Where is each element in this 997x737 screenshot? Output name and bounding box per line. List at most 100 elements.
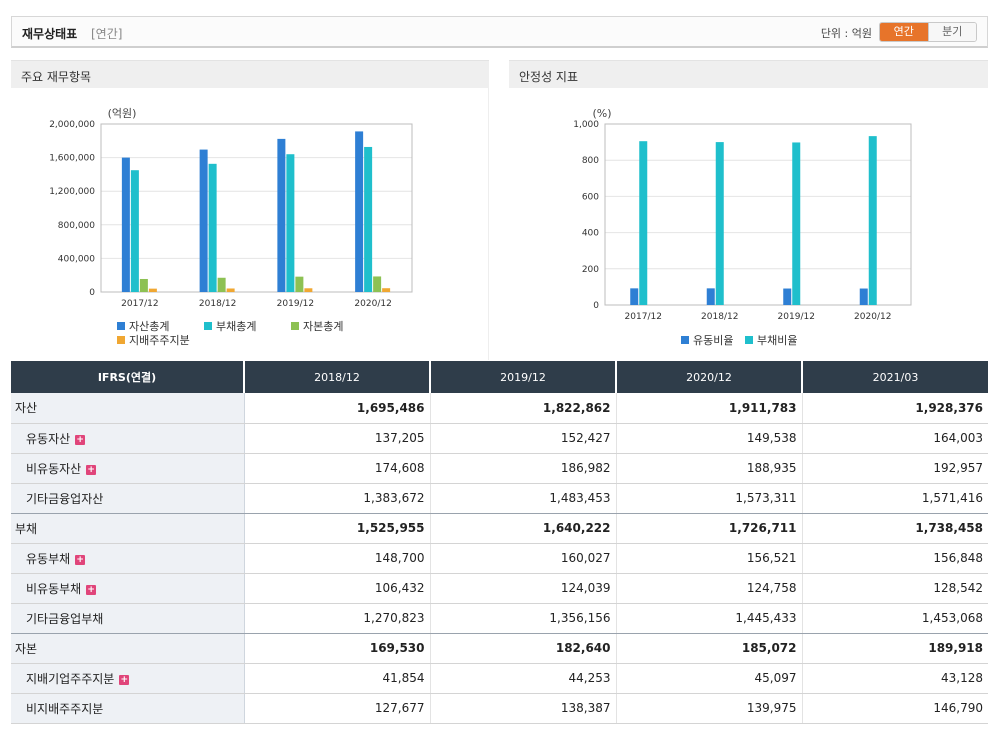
legend-swatch: [291, 322, 299, 330]
legend-label: 자본총계: [303, 320, 344, 333]
plus-square-icon[interactable]: +: [86, 464, 97, 475]
x-tick-label: 2017/12: [121, 299, 158, 309]
column-header: 2021/03: [802, 361, 988, 393]
row-label-cell: 비지배주주지분: [11, 693, 245, 724]
row-label: 비유동자산: [26, 461, 82, 476]
bar: [277, 138, 286, 292]
table-row: 유동자산 +137,205 152,427 149,538 164,003: [11, 423, 988, 454]
table-cell: 1,640,222: [430, 513, 617, 544]
column-header: 2020/12: [616, 361, 803, 393]
bar: [148, 288, 157, 292]
legend-swatch: [204, 322, 212, 330]
legend-label: 부채비율: [757, 334, 798, 347]
legend-item: 유동비율: [681, 332, 733, 348]
legend-label: 유동비율: [693, 334, 734, 347]
row-label-cell: 자산: [11, 393, 245, 424]
plus-square-icon[interactable]: +: [119, 674, 130, 685]
plus-square-icon[interactable]: +: [75, 434, 86, 445]
y-tick-label: 600: [582, 192, 599, 202]
row-label-cell: 유동부채 +: [11, 543, 245, 574]
table-cell: 1,270,823: [244, 603, 431, 634]
quarter-toggle-button[interactable]: 분기: [927, 23, 976, 41]
table-cell: 124,039: [430, 573, 617, 604]
financial-items-chart-panel: (억원) 2,000,000 1,600,000 1,200,000 800,000 40…: [11, 88, 489, 360]
row-label-cell: 유동자산 +: [11, 423, 245, 454]
table-cell: 1,356,156: [430, 603, 617, 634]
table-cell: 1,928,376: [802, 393, 988, 424]
table-cell: 106,432: [244, 573, 431, 604]
y-tick-label: 0: [89, 288, 95, 298]
row-label: 기타금융업부채: [26, 611, 104, 626]
plot-frame: [604, 123, 912, 306]
table-cell: 43,128: [802, 663, 988, 694]
table-cell: 186,982: [430, 453, 617, 484]
bar: [364, 146, 373, 292]
table-row: 비유동부채 +106,432 124,039 124,758 128,542: [11, 573, 988, 604]
legend-swatch: [681, 336, 689, 344]
y-tick-label: 800: [582, 156, 599, 166]
bar: [868, 136, 877, 305]
table-cell: 185,072: [616, 633, 803, 664]
bar: [382, 288, 391, 292]
row-label: 비유동부채: [26, 581, 82, 596]
y-axis-label: (%): [592, 107, 611, 120]
y-tick-label: 2,000,000: [49, 120, 95, 130]
table-header-row: IFRS(연결) 2018/12 2019/12 2020/12 2021/03: [11, 361, 988, 393]
table-cell: 192,957: [802, 453, 988, 484]
bar: [792, 142, 801, 305]
x-tick-label: 2019/12: [778, 312, 815, 322]
table-cell: 152,427: [430, 423, 617, 454]
plus-square-icon[interactable]: +: [86, 584, 97, 595]
bar: [304, 288, 313, 292]
balance-sheet-table: IFRS(연결) 2018/12 2019/12 2020/12 2021/03…: [11, 361, 988, 724]
table-row: 비지배주주지분 127,677 138,387 139,975 146,790: [11, 693, 988, 724]
y-axis-label: (억원): [108, 107, 137, 120]
row-label-cell: 부채: [11, 513, 245, 544]
table-cell: 156,848: [802, 543, 988, 574]
stability-chart: (%)1,000 800 600 400 200 0 2017/12 2018/12 2019/…: [573, 107, 912, 322]
legend-item: 자산총계: [117, 318, 169, 334]
legend-item: 자본총계: [291, 318, 343, 334]
bar: [715, 142, 724, 305]
annual-toggle-button[interactable]: 연간: [880, 23, 928, 41]
table-row: 유동부채 +148,700 160,027 156,521 156,848: [11, 543, 988, 574]
table-cell: 174,608: [244, 453, 431, 484]
plus-square-icon[interactable]: +: [75, 554, 86, 565]
y-tick-label: 1,600,000: [49, 154, 95, 164]
row-label: 자본: [15, 641, 38, 656]
legend-label: 부채총계: [216, 320, 257, 333]
table-cell: 189,918: [802, 633, 988, 664]
legend-item: 부채총계: [204, 318, 256, 334]
row-label-cell: 비유동자산 +: [11, 453, 245, 484]
bar: [355, 131, 364, 292]
bar: [859, 288, 868, 305]
y-tick-label: 0: [593, 301, 599, 311]
bar: [639, 141, 648, 305]
period-toggle: 연간 분기: [879, 22, 977, 42]
row-label: 유동부채: [26, 551, 71, 566]
table-cell: 148,700: [244, 543, 431, 574]
row-label: 기타금융업자산: [26, 491, 104, 506]
table-cell: 1,726,711: [616, 513, 803, 544]
bar: [121, 157, 130, 292]
x-tick-label: 2018/12: [199, 299, 236, 309]
y-tick-label: 1,200,000: [49, 187, 95, 197]
table-cell: 124,758: [616, 573, 803, 604]
x-tick-label: 2017/12: [625, 312, 662, 322]
unit-label: 단위 : 억원: [820, 27, 872, 40]
column-header: 2019/12: [430, 361, 617, 393]
table-row: 기타금융업자산 1,383,672 1,483,453 1,573,311 1,571,…: [11, 483, 988, 514]
legend-swatch: [745, 336, 753, 344]
bar: [295, 276, 304, 292]
row-label: 유동자산: [26, 431, 71, 446]
row-label: 부채: [15, 521, 38, 536]
legend-item: 부채비율: [745, 332, 797, 348]
table-cell: 128,542: [802, 573, 988, 604]
table-cell: 182,640: [430, 633, 617, 664]
y-tick-label: 800,000: [58, 221, 95, 231]
table-corner-header: IFRS(연결): [11, 361, 245, 393]
y-tick-label: 200: [582, 265, 599, 275]
table-cell: 149,538: [616, 423, 803, 454]
table-cell: 1,738,458: [802, 513, 988, 544]
bar: [208, 163, 217, 292]
